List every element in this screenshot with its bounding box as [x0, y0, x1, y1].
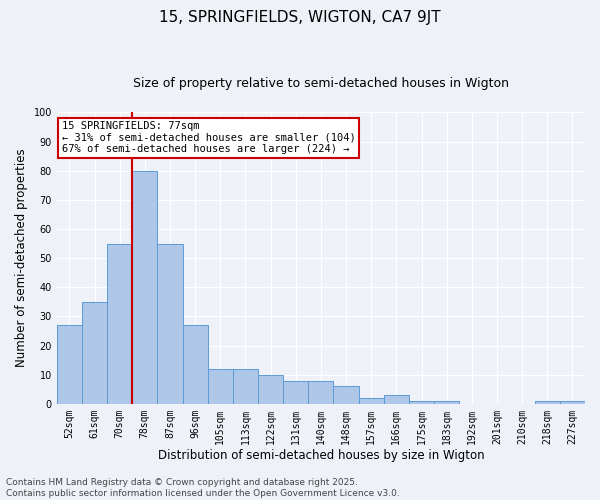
Bar [560, 401, 585, 404]
Bar [57, 325, 82, 404]
Bar [107, 244, 132, 404]
Bar [409, 401, 434, 404]
Bar [233, 369, 258, 404]
Y-axis label: Number of semi-detached properties: Number of semi-detached properties [15, 149, 28, 368]
Text: Contains HM Land Registry data © Crown copyright and database right 2025.
Contai: Contains HM Land Registry data © Crown c… [6, 478, 400, 498]
Bar [208, 369, 233, 404]
Bar [258, 374, 283, 404]
Bar [384, 395, 409, 404]
Bar [157, 244, 182, 404]
Text: 15 SPRINGFIELDS: 77sqm
← 31% of semi-detached houses are smaller (104)
67% of se: 15 SPRINGFIELDS: 77sqm ← 31% of semi-det… [62, 121, 356, 154]
Bar [308, 380, 334, 404]
Bar [283, 380, 308, 404]
Bar [434, 401, 459, 404]
Bar [132, 171, 157, 404]
Bar [535, 401, 560, 404]
Bar [334, 386, 359, 404]
Text: 15, SPRINGFIELDS, WIGTON, CA7 9JT: 15, SPRINGFIELDS, WIGTON, CA7 9JT [159, 10, 441, 25]
X-axis label: Distribution of semi-detached houses by size in Wigton: Distribution of semi-detached houses by … [158, 450, 484, 462]
Bar [182, 325, 208, 404]
Bar [359, 398, 384, 404]
Bar [82, 302, 107, 404]
Title: Size of property relative to semi-detached houses in Wigton: Size of property relative to semi-detach… [133, 78, 509, 90]
